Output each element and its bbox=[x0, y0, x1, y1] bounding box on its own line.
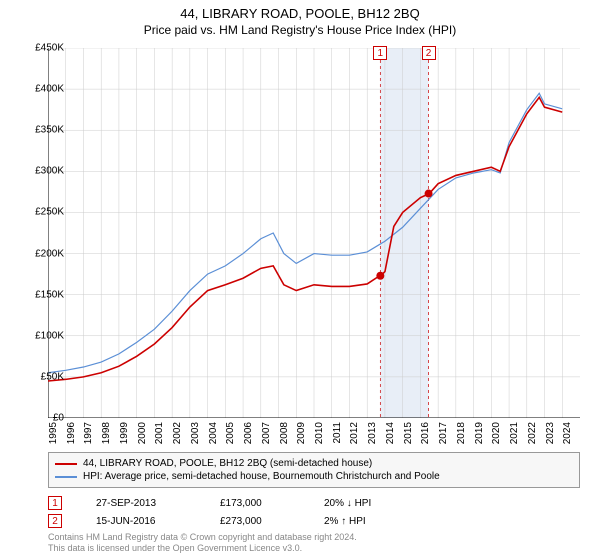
x-tick-label: 2024 bbox=[562, 422, 573, 450]
legend-swatch-hpi bbox=[55, 476, 77, 478]
x-tick-label: 2000 bbox=[137, 422, 148, 450]
legend-swatch-property bbox=[55, 463, 77, 465]
x-tick-label: 2023 bbox=[545, 422, 556, 450]
sale-row-2: 2 15-JUN-2016 £273,000 2% ↑ HPI bbox=[48, 512, 371, 530]
sale-price-1: £173,000 bbox=[220, 498, 290, 509]
x-tick-label: 1996 bbox=[66, 422, 77, 450]
x-tick-label: 2018 bbox=[456, 422, 467, 450]
x-tick-label: 1999 bbox=[119, 422, 130, 450]
footer-line-1: Contains HM Land Registry data © Crown c… bbox=[48, 532, 357, 543]
y-tick-label: £450K bbox=[16, 43, 64, 54]
x-tick-label: 2014 bbox=[385, 422, 396, 450]
x-tick-label: 2020 bbox=[491, 422, 502, 450]
x-tick-label: 2015 bbox=[403, 422, 414, 450]
x-tick-label: 2010 bbox=[314, 422, 325, 450]
y-tick-label: £250K bbox=[16, 207, 64, 218]
x-tick-label: 2006 bbox=[243, 422, 254, 450]
chart-subtitle: Price paid vs. HM Land Registry's House … bbox=[0, 21, 600, 37]
sale-annotation-box: 1 bbox=[373, 46, 387, 60]
chart-title: 44, LIBRARY ROAD, POOLE, BH12 2BQ bbox=[0, 0, 600, 21]
sale-date-2: 15-JUN-2016 bbox=[96, 516, 186, 527]
x-tick-label: 2004 bbox=[208, 422, 219, 450]
x-tick-label: 2009 bbox=[296, 422, 307, 450]
x-tick-label: 2013 bbox=[367, 422, 378, 450]
sale-date-1: 27-SEP-2013 bbox=[96, 498, 186, 509]
y-tick-label: £200K bbox=[16, 248, 64, 259]
x-tick-label: 1998 bbox=[101, 422, 112, 450]
y-tick-label: £150K bbox=[16, 289, 64, 300]
sale-row-1: 1 27-SEP-2013 £173,000 20% ↓ HPI bbox=[48, 494, 371, 512]
x-tick-label: 2016 bbox=[420, 422, 431, 450]
sales-table: 1 27-SEP-2013 £173,000 20% ↓ HPI 2 15-JU… bbox=[48, 494, 371, 530]
y-tick-label: £50K bbox=[16, 371, 64, 382]
sale-diff-1: 20% ↓ HPI bbox=[324, 498, 371, 509]
legend-row-property: 44, LIBRARY ROAD, POOLE, BH12 2BQ (semi-… bbox=[55, 457, 573, 470]
x-tick-label: 2021 bbox=[509, 422, 520, 450]
sale-price-2: £273,000 bbox=[220, 516, 290, 527]
legend-label-hpi: HPI: Average price, semi-detached house,… bbox=[83, 471, 440, 482]
sale-marker-2: 2 bbox=[48, 514, 62, 528]
x-tick-label: 1997 bbox=[83, 422, 94, 450]
footer-line-2: This data is licensed under the Open Gov… bbox=[48, 543, 357, 554]
y-tick-label: £300K bbox=[16, 166, 64, 177]
legend-label-property: 44, LIBRARY ROAD, POOLE, BH12 2BQ (semi-… bbox=[83, 458, 372, 469]
x-tick-label: 1995 bbox=[48, 422, 59, 450]
x-tick-label: 2022 bbox=[527, 422, 538, 450]
x-tick-label: 2005 bbox=[225, 422, 236, 450]
x-tick-label: 2011 bbox=[332, 422, 343, 450]
legend-box: 44, LIBRARY ROAD, POOLE, BH12 2BQ (semi-… bbox=[48, 452, 580, 488]
x-tick-label: 2008 bbox=[279, 422, 290, 450]
legend-row-hpi: HPI: Average price, semi-detached house,… bbox=[55, 470, 573, 483]
x-tick-label: 2003 bbox=[190, 422, 201, 450]
y-tick-label: £350K bbox=[16, 125, 64, 136]
y-tick-label: £100K bbox=[16, 330, 64, 341]
chart-plot-area bbox=[48, 48, 580, 418]
sale-diff-2: 2% ↑ HPI bbox=[324, 516, 366, 527]
x-tick-label: 2017 bbox=[438, 422, 449, 450]
x-tick-label: 2002 bbox=[172, 422, 183, 450]
x-tick-label: 2019 bbox=[474, 422, 485, 450]
sale-annotation-box: 2 bbox=[422, 46, 436, 60]
footer-text: Contains HM Land Registry data © Crown c… bbox=[48, 532, 357, 554]
x-tick-label: 2007 bbox=[261, 422, 272, 450]
chart-svg bbox=[48, 48, 580, 418]
x-tick-label: 2001 bbox=[154, 422, 165, 450]
y-tick-label: £400K bbox=[16, 84, 64, 95]
chart-container: { "title": "44, LIBRARY ROAD, POOLE, BH1… bbox=[0, 0, 600, 560]
x-tick-label: 2012 bbox=[349, 422, 360, 450]
sale-marker-1: 1 bbox=[48, 496, 62, 510]
